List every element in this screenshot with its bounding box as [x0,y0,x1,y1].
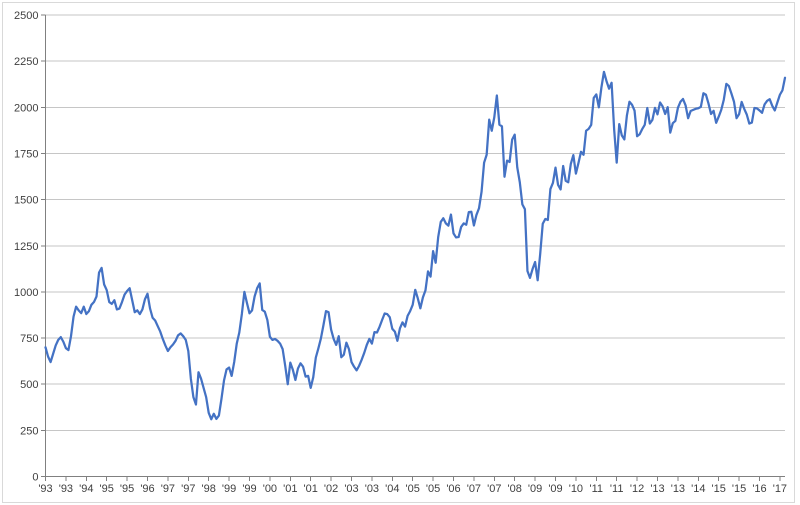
x-tick-label: '09 [548,483,562,495]
x-tick-label: '14 [691,483,705,495]
axes [41,14,785,481]
y-tick-label: 1000 [14,287,38,299]
x-tick-label: '97 [181,483,195,495]
x-tick-label: '13 [671,483,685,495]
x-tick-label: '11 [610,483,624,495]
x-tick-label: '02 [324,483,338,495]
y-tick-label: 0 [32,472,38,484]
x-tick-label: '13 [650,483,664,495]
y-tick-label: 2500 [14,10,38,22]
x-tick-label: '06 [446,483,460,495]
x-tick-label: '05 [426,483,440,495]
x-tick-label: '12 [630,483,644,495]
x-tick-label: '95 [120,483,134,495]
gridlines [45,14,785,431]
x-tick-label: '93 [59,483,73,495]
y-tick-label: 1750 [14,148,38,160]
x-tick-label: '01 [283,483,297,495]
y-axis-labels: 0 250 500 750 1000 1250 1500 1750 2000 2250 2500 [14,10,38,484]
x-tick-label: '03 [344,483,358,495]
x-tick-label: '04 [385,483,399,495]
x-tick-label: '07 [487,483,501,495]
x-tick-label: '08 [508,483,522,495]
x-tick-label: '99 [222,483,236,495]
x-tick-label: '15 [712,483,726,495]
x-tick-label: '16 [752,483,766,495]
x-tick-label: '96 [140,483,154,495]
x-tick-label: '10 [569,483,583,495]
x-tick-label: '01 [304,483,318,495]
x-tick-label: '09 [528,483,542,495]
x-tick-label: '98 [202,483,216,495]
y-tick-label: 500 [20,379,38,391]
y-tick-label: 2000 [14,102,38,114]
x-tick-label: '93 [38,483,52,495]
x-tick-label: '99 [242,483,256,495]
y-tick-label: 250 [20,425,38,437]
y-tick-label: 1250 [14,241,38,253]
x-tick-label: '95 [100,483,114,495]
x-tick-label: '03 [365,483,379,495]
x-tick-label: '11 [590,483,604,495]
x-tick-label: '07 [467,483,481,495]
data-series-line [44,70,787,421]
y-tick-label: 1500 [14,195,38,207]
x-tick-label: '05 [406,483,420,495]
x-tick-label: '94 [79,483,93,495]
x-tick-label: '15 [732,483,746,495]
y-tick-label: 2250 [14,56,38,68]
x-tick-label: '97 [161,483,175,495]
x-tick-label: '00 [263,483,277,495]
x-axis-labels: '93 '93 '94 '95 '95 '96 '97 '97 '98 '99 '99 '00 '01 '… [38,483,787,495]
x-tick-label: '17 [773,483,787,495]
y-tick-label: 750 [20,333,38,345]
